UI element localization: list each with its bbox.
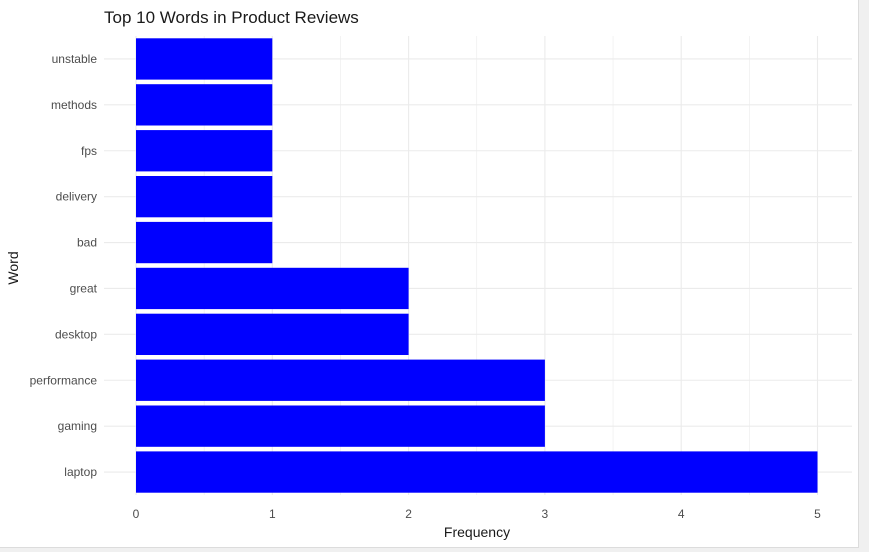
bar-gaming — [136, 405, 545, 447]
y-tick-label: performance — [30, 373, 98, 387]
y-tick-label: bad — [77, 236, 97, 250]
bar-desktop — [136, 313, 409, 356]
bar-performance — [136, 359, 545, 401]
y-tick-labels: laptop gaming performance desktop great bad de… — [30, 52, 98, 479]
x-tick-label: 2 — [405, 507, 412, 521]
y-tick-label: unstable — [52, 52, 98, 66]
x-tick-label: 5 — [814, 507, 821, 521]
bar-unstable — [136, 38, 273, 80]
bar-methods — [136, 84, 273, 126]
x-tick-label: 4 — [678, 507, 685, 521]
bar-great — [136, 267, 409, 310]
y-tick-label: methods — [51, 98, 97, 112]
y-tick-label: laptop — [64, 465, 97, 479]
y-tick-label: desktop — [55, 327, 97, 341]
x-tick-label: 0 — [133, 507, 140, 521]
bar-laptop — [136, 451, 818, 493]
bars — [136, 38, 818, 493]
y-tick-label: gaming — [58, 419, 97, 433]
bar-fps — [136, 130, 273, 172]
x-tick-label: 3 — [542, 507, 549, 521]
x-axis-title: Frequency — [444, 524, 510, 540]
y-tick-label: fps — [81, 144, 97, 158]
y-tick-label: delivery — [56, 190, 97, 204]
chart-title: Top 10 Words in Product Reviews — [104, 8, 359, 27]
bar-chart: laptop gaming performance desktop great bad de… — [5, 8, 852, 540]
x-tick-label: 1 — [269, 507, 276, 521]
bar-delivery — [136, 175, 273, 218]
y-axis-title: Word — [5, 251, 21, 284]
x-tick-labels: 0 1 2 3 4 5 — [133, 507, 822, 521]
bar-bad — [136, 221, 273, 264]
y-tick-label: great — [70, 281, 98, 295]
